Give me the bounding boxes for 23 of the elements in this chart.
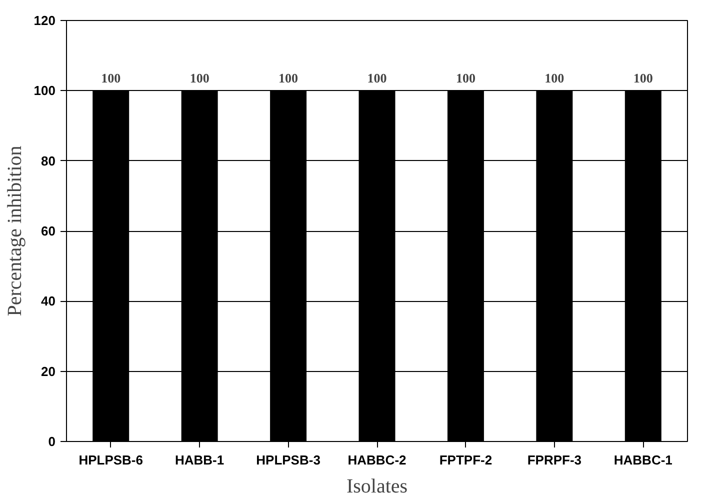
- y-tick-label: 80: [41, 153, 56, 168]
- x-tick-label: FPTPF-2: [439, 452, 492, 468]
- data-label: 100: [101, 70, 121, 86]
- y-axis-title: Percentage inhibition: [4, 146, 26, 316]
- y-tick-label: 100: [34, 83, 56, 98]
- x-axis-title: Isolates: [346, 476, 408, 498]
- data-label: 100: [544, 70, 564, 86]
- y-tick-label: 60: [41, 224, 56, 238]
- x-tick-label: HPLPSB-3: [256, 452, 320, 468]
- x-tick-label: HPLPSB-6: [78, 452, 144, 468]
- x-tick-label: HABBC-2: [348, 452, 406, 468]
- y-tick-label: 120: [34, 13, 56, 28]
- y-tick-label: 40: [41, 294, 56, 309]
- data-label: 100: [456, 70, 476, 86]
- data-label: 100: [633, 70, 653, 86]
- data-label: 100: [190, 70, 210, 86]
- y-tick-label: 0: [48, 434, 56, 449]
- x-tick-label: FPRPF-3: [527, 452, 582, 468]
- x-tick-label: HABBC-1: [614, 452, 672, 468]
- x-tick-label: HABB-1: [175, 452, 224, 468]
- data-label: 100: [367, 70, 387, 86]
- y-tick-label: 20: [41, 364, 56, 379]
- data-label: 100: [278, 70, 298, 86]
